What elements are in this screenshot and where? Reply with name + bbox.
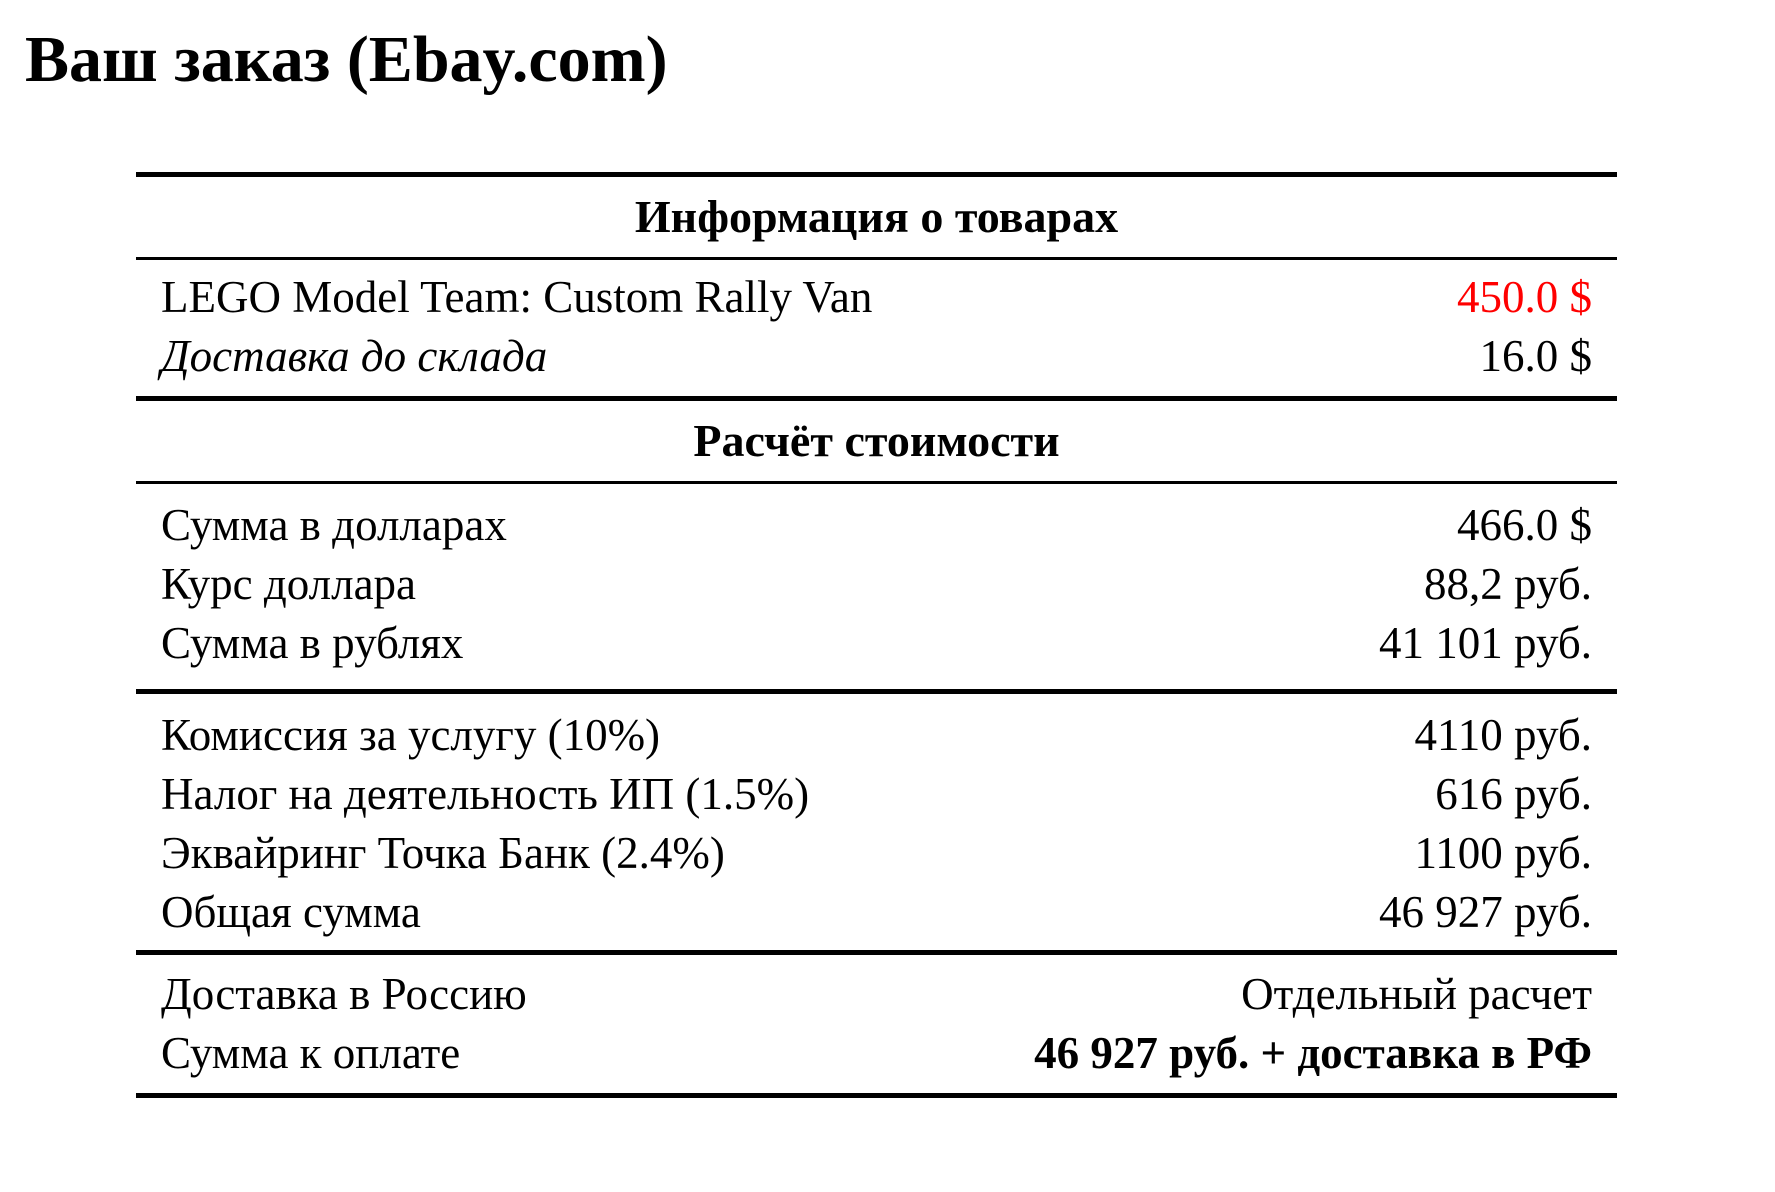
tax-label: Налог на деятельность ИП (1.5%): [161, 769, 810, 819]
products-header-rule: [136, 257, 1617, 260]
section-header-calculation: Расчёт стоимости: [693, 415, 1060, 466]
usd-rate-label: Курс доллара: [161, 559, 417, 609]
usd-sum-value: 466.0 $: [1457, 500, 1592, 550]
products-rows: LEGO Model Team: Custom Rally Van 450.0 …: [136, 260, 1617, 396]
product-price: 450.0 $: [1457, 272, 1592, 322]
warehouse-shipping-label: Доставка до склада: [161, 331, 548, 381]
totals-rows: Доставка в Россию Отдельный расчет Сумма…: [136, 955, 1617, 1093]
amount-due-label: Сумма к оплате: [161, 1028, 461, 1078]
totals-divider-rule: [136, 950, 1617, 955]
service-fee-label: Комиссия за услугу (10%): [161, 710, 661, 760]
table-row-usd-sum: Сумма в долларах 466.0 $: [136, 496, 1617, 555]
section-divider-rule: [136, 396, 1617, 401]
grand-total-value: 46 927 руб.: [1379, 887, 1592, 937]
service-fee-value: 4110 руб.: [1414, 710, 1592, 760]
tax-value: 616 руб.: [1435, 769, 1592, 819]
amount-due-value: 46 927 руб. + доставка в РФ: [1034, 1028, 1592, 1078]
fees-rows: Комиссия за услугу (10%) 4110 руб. Налог…: [136, 694, 1617, 950]
acquiring-label: Эквайринг Точка Банк (2.4%): [161, 828, 725, 878]
table-row-grand-total: Общая сумма 46 927 руб.: [136, 883, 1617, 942]
russia-shipping-label: Доставка в Россию: [161, 969, 527, 1019]
fees-divider-rule: [136, 689, 1617, 694]
table-row-acquiring: Эквайринг Точка Банк (2.4%) 1100 руб.: [136, 824, 1617, 883]
order-table: Информация о товарах LEGO Model Team: Cu…: [136, 172, 1617, 1098]
table-top-rule: [136, 172, 1617, 177]
table-row-tax: Налог на деятельность ИП (1.5%) 616 руб.: [136, 765, 1617, 824]
usd-rate-value: 88,2 руб.: [1424, 559, 1592, 609]
table-row-service-fee: Комиссия за услугу (10%) 4110 руб.: [136, 706, 1617, 765]
product-name: LEGO Model Team: Custom Rally Van: [161, 272, 873, 322]
calculation-header-rule: [136, 481, 1617, 484]
russia-shipping-value: Отдельный расчет: [1241, 969, 1592, 1019]
table-bottom-rule: [136, 1093, 1617, 1098]
rub-sum-value: 41 101 руб.: [1379, 618, 1592, 668]
table-row-product: LEGO Model Team: Custom Rally Van 450.0 …: [136, 268, 1617, 327]
rub-sum-label: Сумма в рублях: [161, 618, 464, 668]
table-row-usd-rate: Курс доллара 88,2 руб.: [136, 555, 1617, 614]
subtotal-rows: Сумма в долларах 466.0 $ Курс доллара 88…: [136, 484, 1617, 689]
acquiring-value: 1100 руб.: [1414, 828, 1592, 878]
table-row-rub-sum: Сумма в рублях 41 101 руб.: [136, 614, 1617, 673]
grand-total-label: Общая сумма: [161, 887, 421, 937]
page-title: Ваш заказ (Ebay.com): [25, 23, 668, 96]
table-row-russia-shipping: Доставка в Россию Отдельный расчет: [136, 965, 1617, 1024]
warehouse-shipping-price: 16.0 $: [1479, 331, 1593, 381]
usd-sum-label: Сумма в долларах: [161, 500, 507, 550]
section-header-products: Информация о товарах: [634, 191, 1119, 242]
table-row-amount-due: Сумма к оплате 46 927 руб. + доставка в …: [136, 1024, 1617, 1083]
table-row-warehouse-shipping: Доставка до склада 16.0 $: [136, 327, 1617, 386]
